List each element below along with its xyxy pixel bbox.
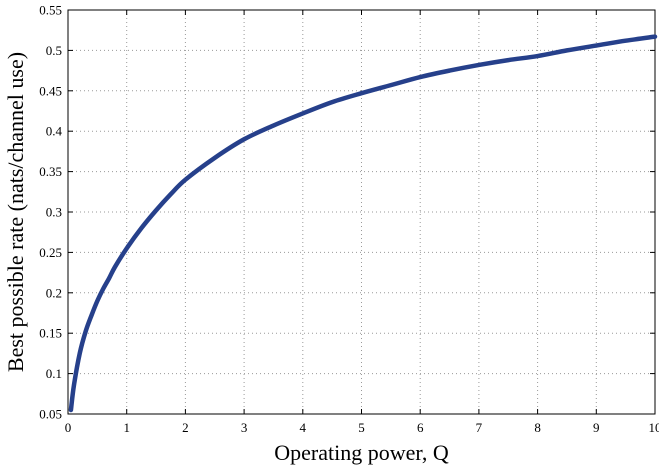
x-tick-label: 9 — [593, 420, 600, 435]
x-tick-label: 4 — [300, 420, 307, 435]
x-tick-label: 10 — [649, 420, 659, 435]
y-tick-label: 0.55 — [39, 3, 62, 18]
y-tick-label: 0.35 — [39, 164, 62, 179]
y-tick-label: 0.3 — [46, 205, 62, 220]
y-tick-label: 0.1 — [46, 366, 62, 381]
x-axis-label: Operating power, Q — [274, 440, 449, 465]
y-tick-label: 0.05 — [39, 407, 62, 422]
y-tick-label: 0.15 — [39, 326, 62, 341]
y-axis-label: Best possible rate (nats/channel use) — [3, 52, 28, 372]
y-tick-label: 0.5 — [46, 43, 62, 58]
plot-area-frame — [67, 9, 656, 415]
x-tick-label: 2 — [182, 420, 189, 435]
x-tick-label: 8 — [534, 420, 541, 435]
x-tick-label: 6 — [417, 420, 424, 435]
series-group — [68, 34, 658, 413]
y-tick-label: 0.45 — [39, 83, 62, 98]
x-tick-label: 0 — [65, 420, 72, 435]
grid-lines — [68, 10, 655, 414]
y-tick-label: 0.2 — [46, 285, 62, 300]
x-tick-label: 7 — [476, 420, 483, 435]
x-tick-label: 1 — [123, 420, 130, 435]
y-axis-ticks: 0.05 0.1 0.15 0.2 0.25 0.3 0.35 0.4 0.45 0.5 0.55 — [39, 3, 655, 422]
x-tick-label: 3 — [241, 420, 248, 435]
x-axis-ticks: 0 1 2 3 4 5 6 7 8 9 10 — [65, 10, 659, 435]
y-tick-label: 0.25 — [39, 245, 62, 260]
series-line — [68, 34, 658, 413]
y-tick-label: 0.4 — [46, 124, 63, 139]
x-tick-label: 5 — [358, 420, 365, 435]
